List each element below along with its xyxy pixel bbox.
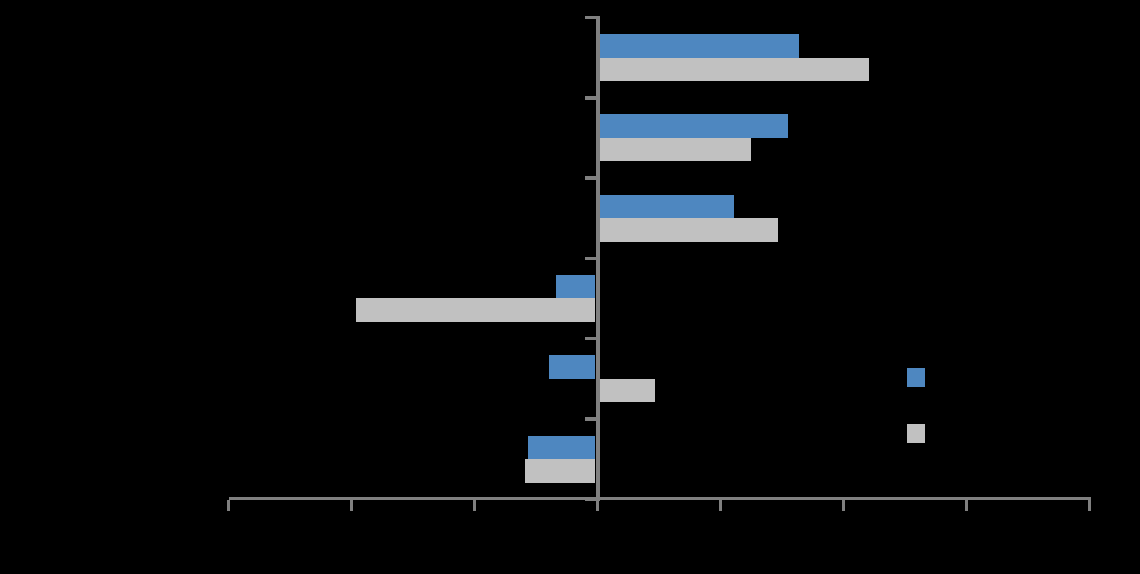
y-axis-tick [584, 256, 600, 261]
bar-gray-series-category-1 [599, 57, 869, 81]
x-axis-tick [226, 500, 231, 511]
y-axis-tick [584, 15, 600, 20]
x-axis-tick [595, 500, 600, 511]
x-axis-tick [718, 500, 723, 511]
x-axis-tick [472, 500, 477, 511]
bar-blue-series-category-6 [527, 435, 596, 459]
x-axis-tick [349, 500, 354, 511]
bar-blue-series-category-4 [556, 274, 596, 299]
bar-gray-series-category-6 [525, 459, 596, 483]
bar-gray-series-category-2 [599, 137, 751, 162]
bar-blue-series-category-5 [548, 355, 596, 379]
bar-blue-series-category-2 [599, 114, 788, 138]
y-axis-tick [584, 417, 600, 421]
bar-blue-series-category-3 [599, 194, 734, 219]
legend-swatch-gray-square [907, 424, 925, 443]
x-axis-tick [1087, 500, 1092, 511]
bar-gray-series-category-3 [599, 218, 778, 242]
x-axis-tick [964, 500, 969, 511]
legend-swatch-blue-square [907, 368, 925, 387]
bar-gray-series-category-4 [355, 298, 596, 322]
bar-blue-series-category-1 [599, 34, 799, 58]
bar-gray-series-category-5 [599, 378, 655, 403]
x-axis-line [228, 496, 1091, 500]
x-axis-tick [841, 500, 846, 511]
y-axis-tick [584, 176, 600, 180]
y-axis-tick [584, 336, 600, 341]
y-axis-tick [584, 497, 600, 502]
y-axis-tick [584, 96, 600, 100]
